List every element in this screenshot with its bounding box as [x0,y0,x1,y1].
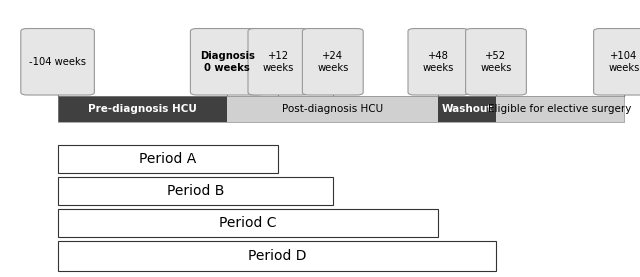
Text: Period A: Period A [140,152,196,166]
Text: Eligible for elective surgery: Eligible for elective surgery [488,104,632,114]
Text: +104
weeks: +104 weeks [608,51,640,73]
FancyBboxPatch shape [438,96,496,122]
Text: Pre-diagnosis HCU: Pre-diagnosis HCU [88,104,197,114]
FancyBboxPatch shape [191,29,264,95]
FancyBboxPatch shape [408,29,468,95]
FancyBboxPatch shape [227,96,438,122]
Text: Period D: Period D [248,249,306,263]
Text: +48
weeks: +48 weeks [422,51,454,73]
Text: Period B: Period B [166,184,224,198]
Text: Period C: Period C [220,216,276,230]
Text: +52
weeks: +52 weeks [480,51,512,73]
FancyBboxPatch shape [466,29,526,95]
Text: Post-diagnosis HCU: Post-diagnosis HCU [282,104,383,114]
Text: +24
weeks: +24 weeks [317,51,349,73]
Text: Washout: Washout [442,104,493,114]
FancyBboxPatch shape [20,29,95,95]
FancyBboxPatch shape [58,96,227,122]
Text: +12
weeks: +12 weeks [262,51,294,73]
FancyBboxPatch shape [303,29,364,95]
FancyBboxPatch shape [496,96,624,122]
FancyBboxPatch shape [594,29,640,95]
Text: Diagnosis
0 weeks: Diagnosis 0 weeks [200,51,255,73]
FancyBboxPatch shape [248,29,309,95]
Text: -104 weeks: -104 weeks [29,57,86,67]
